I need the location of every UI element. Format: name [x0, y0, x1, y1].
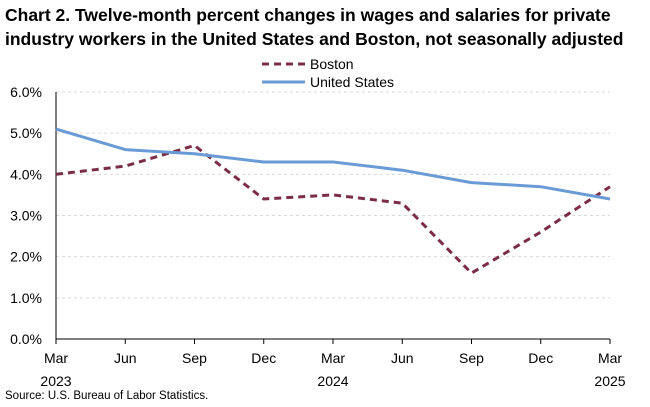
legend-label-boston: Boston — [310, 56, 354, 72]
x-tick-label-year: 2024 — [317, 373, 348, 389]
y-tick-label: 3.0% — [10, 208, 42, 224]
chart-title: Chart 2. Twelve-month percent changes in… — [5, 3, 645, 51]
series-line-united-states — [55, 127, 611, 201]
x-tick-label-month: Jun — [114, 350, 137, 366]
chart-title-line-1: Chart 2. Twelve-month percent changes in… — [5, 5, 611, 25]
x-tick-label-month: Dec — [528, 350, 553, 366]
x-tick-label-year: 2025 — [594, 373, 625, 389]
axes — [55, 92, 611, 344]
y-tick-label: 4.0% — [10, 166, 42, 182]
x-tick-label-month: Mar — [44, 350, 68, 366]
series-line-boston — [55, 144, 611, 275]
series-lines — [55, 127, 611, 275]
chart-title-line-2: industry workers in the United States an… — [5, 29, 624, 49]
x-tick-label-month: Dec — [251, 350, 276, 366]
legend-label-united-states: United States — [310, 74, 394, 90]
legend: Boston United States — [262, 56, 394, 90]
y-tick-label: 0.0% — [10, 331, 42, 347]
x-tick-label-month: Mar — [321, 350, 345, 366]
grid-lines — [56, 91, 610, 299]
x-tick-label-month: Jun — [391, 350, 414, 366]
x-axis-tick-labels: Mar 2023 Jun Sep Dec Mar 2024 Jun Sep Dec Mar 2025 — [40, 350, 625, 389]
x-tick-label-month: Mar — [598, 350, 622, 366]
y-tick-label: 5.0% — [10, 125, 42, 141]
source-note: Source: U.S. Bureau of Labor Statistics. — [5, 390, 209, 402]
x-tick-label-year: 2023 — [40, 373, 71, 389]
y-tick-label: 6.0% — [10, 84, 42, 100]
y-tick-label: 2.0% — [10, 249, 42, 265]
x-tick-label-month: Sep — [459, 350, 484, 366]
x-tick-label-month: Sep — [182, 350, 207, 366]
y-axis-tick-labels: 0.0% 1.0% 2.0% 3.0% 4.0% 5.0% 6.0% — [10, 84, 42, 347]
y-tick-label: 1.0% — [10, 290, 42, 306]
